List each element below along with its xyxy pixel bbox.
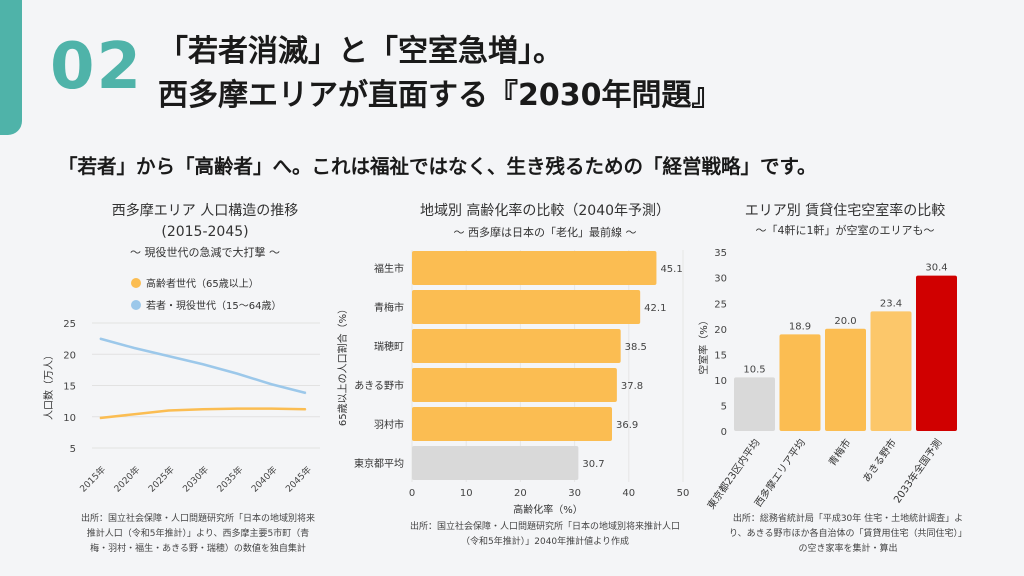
y-tick-label: 5 <box>721 401 727 412</box>
bar <box>412 290 641 324</box>
data-point <box>168 355 170 357</box>
data-point <box>133 413 135 415</box>
x-tick-label: 30 <box>568 488 581 499</box>
y-tick-label: 0 <box>721 427 727 438</box>
data-label: 20.0 <box>834 316 856 327</box>
source-note-2: 出所：国立社会保障・人口問題研究所「日本の地域別将来推計人口（令和5年推計）」2… <box>409 522 680 547</box>
section-number: 02 <box>50 30 144 104</box>
data-point <box>99 417 101 419</box>
y-tick-label: 25 <box>63 319 76 330</box>
data-label: 45.1 <box>660 264 682 275</box>
x-tick-label: 10 <box>460 488 473 499</box>
bar <box>825 328 866 431</box>
data-point <box>305 392 307 394</box>
data-point <box>202 408 204 410</box>
data-label: 36.9 <box>616 420 638 431</box>
source-note-1: 出所：国立社会保障・人口問題研究所「日本の地域別将来推計人口（令和5年推計）」よ… <box>80 514 315 554</box>
data-point <box>133 347 135 349</box>
data-label: 23.4 <box>880 298 902 309</box>
page-title: 「若者消滅」と「空室急増」。西多摩エリアが直面する『2030年問題』 <box>158 30 722 118</box>
chart1-title: 西多摩エリア 人口構造の推移 <box>112 202 298 219</box>
y-tick-label: 15 <box>63 382 76 393</box>
data-label: 18.9 <box>789 321 811 332</box>
x-tick-label: 2035年 <box>214 464 245 495</box>
chart3-title: エリア別 賃貸住宅空室率の比較 <box>745 202 945 219</box>
x-tick-label: 20 <box>514 488 527 499</box>
data-label: 37.8 <box>621 381 643 392</box>
legend-label: 若者・現役世代（15〜64歳） <box>146 299 281 312</box>
chart2-title: 地域別 高齢化率の比較（2040年予測） <box>420 202 670 219</box>
y-tick-label: 35 <box>714 248 727 259</box>
chart1-subtitle: ～ 現役世代の急減で大打撃 ～ <box>130 245 280 259</box>
data-label: 42.1 <box>644 303 666 314</box>
data-point <box>271 383 272 385</box>
source-note-3: 出所：総務省統計局「平成30年 住宅・土地統計調査」より、あきる野市ほか各自治体… <box>729 514 967 554</box>
y-axis-label: 65歳以上の人口割合（%） <box>336 304 349 426</box>
data-label: 30.4 <box>925 263 947 274</box>
bar <box>779 334 821 431</box>
title-line-1: 「若者消滅」と「空室急増」。 <box>158 34 563 69</box>
x-tick-label: 2045年 <box>283 464 314 495</box>
bar <box>412 368 617 402</box>
series-line <box>99 337 307 395</box>
data-label: 10.5 <box>743 364 765 375</box>
y-tick-label: 20 <box>714 325 727 336</box>
data-point <box>271 408 272 410</box>
y-tick-label: 20 <box>63 350 76 361</box>
bar <box>412 329 621 363</box>
y-tick-label: あきる野市 <box>354 379 404 392</box>
x-tick-label: 2040年 <box>249 464 280 495</box>
y-tick-label: 10 <box>63 413 76 424</box>
x-tick-label: 2025年 <box>146 464 177 495</box>
y-tick-label: 瑞穂町 <box>374 340 404 353</box>
x-tick-label: 2015年 <box>77 464 108 495</box>
bar <box>734 377 775 431</box>
x-tick-label: 2030年 <box>180 464 211 495</box>
x-tick-label: 東京都23区内平均 <box>704 436 762 511</box>
legend-marker <box>131 300 141 310</box>
x-tick-label: 2020年 <box>111 464 142 495</box>
x-tick-label: 50 <box>677 488 690 499</box>
data-point <box>236 408 238 410</box>
bar <box>412 407 612 441</box>
y-tick-label: 羽村市 <box>374 418 404 431</box>
bar <box>870 311 912 431</box>
chart3-subtitle: ～「4軒に1軒」が空室のエリアも～ <box>756 223 935 237</box>
page-subtitle: 「若者」から「高齢者」へ。これは福祉ではなく、生き残るための「経営戦略」です。 <box>58 155 817 178</box>
y-tick-label: 25 <box>714 299 727 310</box>
x-axis-label: 高齢化率（%） <box>513 503 583 516</box>
y-axis-label: 人口数（万人） <box>42 350 55 420</box>
accent-bar <box>0 0 22 135</box>
data-point <box>236 373 238 375</box>
bar <box>412 251 657 285</box>
y-axis-label: 空室率（%） <box>697 315 710 375</box>
chart1-title2: (2015-2045) <box>161 224 248 240</box>
data-point <box>305 408 307 410</box>
legend-label: 高齢者世代（65歳以上） <box>146 277 259 290</box>
x-tick-label: 0 <box>409 488 415 499</box>
data-point <box>99 338 101 340</box>
chart2-subtitle: ～ 西多摩は日本の「老化」最前線 ～ <box>454 225 637 239</box>
data-label: 38.5 <box>625 342 647 353</box>
y-tick-label: 10 <box>714 376 727 387</box>
y-tick-label: 東京都平均 <box>354 457 404 470</box>
bar <box>412 446 579 480</box>
x-tick-label: あきる野市 <box>860 436 899 484</box>
data-point <box>168 410 170 411</box>
y-tick-label: 15 <box>714 350 727 361</box>
data-label: 30.7 <box>582 459 604 470</box>
title-line-2: 西多摩エリアが直面する『2030年問題』 <box>158 78 722 113</box>
y-tick-label: 5 <box>70 444 76 455</box>
y-tick-label: 福生市 <box>374 262 404 275</box>
data-point <box>202 363 204 365</box>
x-tick-label: 青梅市 <box>826 436 854 468</box>
y-tick-label: 30 <box>714 274 727 285</box>
y-tick-label: 青梅市 <box>374 301 404 314</box>
bar <box>916 275 957 431</box>
x-tick-label: 40 <box>622 488 635 499</box>
legend-marker <box>131 278 141 288</box>
x-tick-label: 2033年全国予測 <box>891 436 945 505</box>
